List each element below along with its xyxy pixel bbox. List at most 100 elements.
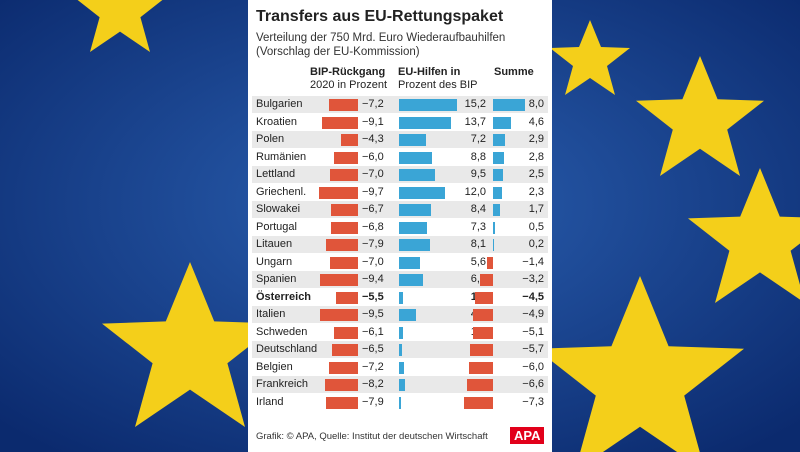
bar: [319, 186, 358, 199]
value-label: 9,5: [470, 168, 486, 180]
value-label: 5,6: [470, 255, 486, 268]
subtitle: (Vorschlag der EU-Kommission): [256, 46, 420, 58]
category-label: Griechenl.: [256, 185, 307, 198]
category-label: Deutschland: [256, 343, 318, 355]
value-label: −6,0: [522, 360, 544, 373]
bar: [333, 326, 358, 339]
category-label: Spanien: [256, 273, 297, 285]
value-label: 2,8: [528, 150, 544, 163]
value-label: −9,1: [362, 115, 384, 128]
row: Slowakei −6,7 8,4 1,7: [252, 201, 548, 218]
row: Portugal −6,8 7,3 0,5: [252, 218, 548, 236]
bar: [332, 344, 358, 356]
value-label: 8,1: [470, 238, 486, 250]
bar: [331, 204, 358, 216]
row: Ungarn −7,0 5,6 −1,4: [252, 253, 548, 271]
category-label: Litauen: [256, 238, 293, 250]
value-label: 13,7: [464, 115, 486, 128]
bar: [399, 379, 406, 391]
value-label: 1,7: [528, 203, 544, 215]
bar: [399, 169, 436, 181]
category-label: Österreich: [256, 290, 312, 303]
bar: [320, 274, 358, 286]
column-header: Summe: [494, 66, 534, 79]
header-name: BIP-Rückgang: [310, 66, 386, 78]
value-label: 7,2: [470, 133, 486, 145]
bar: [399, 344, 403, 356]
bar: [399, 326, 403, 339]
category-label: Rumänien: [256, 150, 307, 163]
bar: [399, 221, 427, 234]
bar: [493, 151, 505, 164]
bar: [493, 239, 494, 251]
value-label: −9,7: [362, 185, 384, 198]
bar: [463, 396, 493, 409]
value-label: −9,5: [362, 308, 384, 320]
bar: [493, 99, 525, 111]
bar: [466, 379, 493, 391]
bar: [473, 309, 493, 321]
value-label: −7,2: [362, 360, 384, 373]
row: Italien−9,54,6−4,9: [252, 306, 548, 323]
row: Schweden−6,11,0−5,1: [252, 323, 548, 341]
bar: [330, 256, 358, 269]
bar: [399, 99, 457, 111]
bar: [480, 274, 493, 286]
title: Transfers aus EU-Rettungspaket: [256, 8, 504, 25]
value-label: 2,9: [528, 133, 544, 145]
bar: [399, 204, 431, 216]
row: Frankreich−8,21,6−6,6: [252, 376, 548, 393]
category-label: Portugal: [256, 220, 297, 233]
bar: [321, 116, 358, 129]
value-label: 12,0: [464, 185, 486, 198]
row: Lettland −7,0 9,5 2,5: [252, 166, 548, 183]
bar: [475, 291, 493, 304]
bar: [329, 99, 358, 111]
value-label: 15,2: [464, 98, 486, 110]
value-label: 2,5: [528, 168, 544, 180]
bar: [493, 169, 503, 181]
row: Spanien −9,4 6,2 −3,2: [252, 271, 548, 288]
category-label: Polen: [256, 133, 285, 145]
value-label: 0,5: [528, 220, 544, 233]
value-label: −7,0: [362, 168, 384, 180]
value-label: 0,2: [528, 238, 544, 250]
source: Grafik: © APA, Quelle: Institut der deut…: [256, 431, 488, 442]
value-label: −8,2: [362, 378, 384, 390]
bar: [470, 344, 493, 356]
bar: [399, 186, 445, 199]
bar: [399, 239, 430, 251]
value-label: −5,1: [522, 325, 544, 338]
value-label: −4,9: [522, 308, 544, 320]
bar: [493, 134, 505, 146]
bar: [399, 361, 404, 374]
bar: [334, 151, 358, 164]
bar: [336, 291, 358, 304]
row: Belgien−7,21,2−6,0: [252, 358, 548, 376]
header-unit: Prozent des BIP: [398, 79, 478, 91]
value-label: −5,7: [522, 343, 544, 355]
bar: [399, 151, 433, 164]
header-unit: 2020 in Prozent: [310, 79, 388, 91]
row: Griechenl. −9,7 12,0 2,3: [252, 183, 548, 201]
value-label: −6,6: [522, 378, 544, 390]
bar: [399, 134, 427, 146]
bar: [326, 239, 358, 251]
value-label: −6,1: [362, 325, 384, 338]
bar: [472, 326, 493, 339]
bar: [487, 256, 493, 269]
value-label: −7,0: [362, 255, 384, 268]
row: Kroatien −9,1 13,7 4,6: [252, 113, 548, 131]
value-label: 8,0: [528, 98, 544, 110]
row: Deutschland−6,50,8−5,7: [252, 341, 548, 358]
category-label: Irland: [256, 395, 284, 408]
bar: [320, 309, 358, 321]
value-label: 4,6: [528, 115, 544, 128]
category-label: Slowakei: [256, 203, 301, 215]
category-label: Belgien: [256, 360, 293, 373]
value-label: −7,9: [362, 238, 384, 250]
value-label: −6,7: [362, 203, 384, 215]
row: Rumänien −6,0 8,8 2,8: [252, 148, 548, 166]
bar: [399, 116, 452, 129]
row: Bulgarien −7,2 15,2 8,0: [252, 96, 548, 113]
